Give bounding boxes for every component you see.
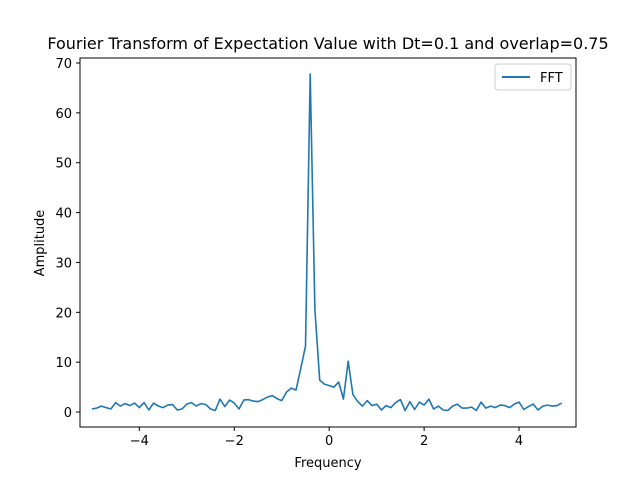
y-tick-label: 60 [55, 107, 72, 122]
y-tick-label: 30 [55, 256, 72, 271]
chart-title: Fourier Transform of Expectation Value w… [47, 34, 608, 53]
legend-label: FFT [540, 71, 563, 86]
y-tick-label: 70 [55, 57, 72, 72]
legend-box [494, 63, 572, 91]
y-tick-label: 40 [55, 207, 72, 222]
y-tick-label: 10 [55, 356, 72, 371]
y-tick-label: 0 [64, 406, 72, 421]
legend: FFT [494, 63, 572, 91]
y-axis-label: Amplitude [33, 210, 48, 277]
y-tick-label: 20 [55, 306, 72, 321]
x-tick-label: −2 [225, 434, 244, 449]
x-tick-label: 2 [420, 434, 428, 449]
plot-frame [79, 57, 577, 428]
y-tick-label: 50 [55, 157, 72, 172]
x-axis-label: Frequency [294, 456, 361, 471]
series-line-fft [91, 73, 563, 412]
x-tick-label: 0 [325, 434, 333, 449]
x-tick-label: 4 [515, 434, 523, 449]
x-tick-label: −4 [130, 434, 149, 449]
